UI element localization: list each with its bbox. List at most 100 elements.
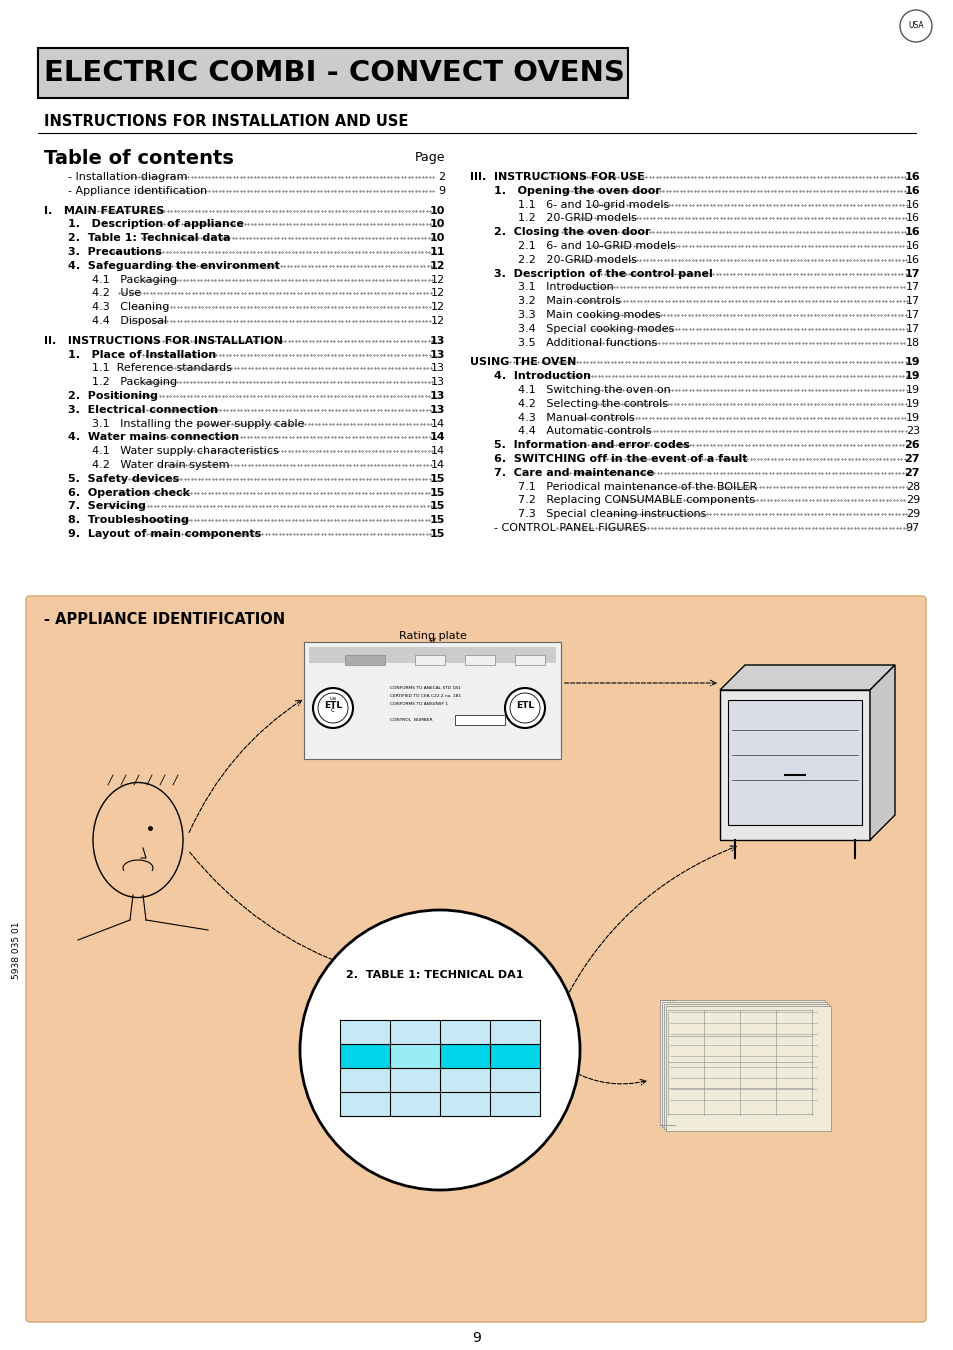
Text: 16: 16: [905, 255, 919, 265]
Text: 18: 18: [905, 338, 919, 347]
Text: 3.1   Installing the power supply cable: 3.1 Installing the power supply cable: [91, 418, 304, 428]
FancyBboxPatch shape: [390, 1044, 439, 1068]
Text: 17: 17: [905, 282, 919, 293]
Polygon shape: [720, 666, 894, 690]
Text: 15: 15: [429, 474, 444, 483]
Text: 26: 26: [903, 440, 919, 450]
Text: Table of contents: Table of contents: [44, 148, 233, 167]
Polygon shape: [869, 666, 894, 840]
Text: 2: 2: [437, 171, 444, 182]
Text: 16: 16: [903, 171, 919, 182]
Text: 4.2   Use: 4.2 Use: [91, 289, 141, 298]
Text: 6.  SWITCHING off in the event of a fault: 6. SWITCHING off in the event of a fault: [494, 454, 747, 464]
Text: 19: 19: [905, 385, 919, 396]
Text: 13: 13: [431, 377, 444, 387]
Text: 1.1   6- and 10-grid models: 1.1 6- and 10-grid models: [517, 200, 669, 209]
Text: 3.  Description of the control panel: 3. Description of the control panel: [494, 269, 712, 278]
Circle shape: [313, 688, 353, 728]
Text: 1.2   Packaging: 1.2 Packaging: [91, 377, 177, 387]
Text: 4.  Introduction: 4. Introduction: [494, 371, 590, 381]
Text: us: us: [329, 695, 336, 701]
Text: 19: 19: [903, 371, 919, 381]
Text: 10: 10: [429, 234, 444, 243]
Text: 13: 13: [429, 405, 444, 414]
Text: 4.2   Selecting the controls: 4.2 Selecting the controls: [517, 398, 667, 409]
Text: 13: 13: [431, 363, 444, 374]
Text: CERTIFIED TO CSA C22.2 no. 181: CERTIFIED TO CSA C22.2 no. 181: [390, 694, 460, 698]
FancyBboxPatch shape: [515, 655, 544, 666]
FancyBboxPatch shape: [663, 1004, 828, 1129]
Text: 4.  Water mains connection: 4. Water mains connection: [68, 432, 239, 443]
Text: 7.  Servicing: 7. Servicing: [68, 501, 146, 512]
Text: 16: 16: [903, 227, 919, 238]
Text: 16: 16: [905, 242, 919, 251]
Text: 17: 17: [905, 324, 919, 333]
Text: 12: 12: [431, 289, 444, 298]
FancyBboxPatch shape: [464, 655, 495, 666]
Circle shape: [504, 688, 544, 728]
Text: 13: 13: [429, 350, 444, 359]
Text: 2.  Closing the oven door: 2. Closing the oven door: [494, 227, 650, 238]
Text: 11: 11: [429, 247, 444, 256]
Text: 5.  Information and error codes: 5. Information and error codes: [494, 440, 689, 450]
Text: 4.3   Manual controls: 4.3 Manual controls: [517, 413, 634, 423]
Text: 97: 97: [904, 522, 919, 533]
Text: 10: 10: [429, 220, 444, 230]
FancyBboxPatch shape: [26, 595, 925, 1322]
Text: 4.4   Automatic controls: 4.4 Automatic controls: [517, 427, 651, 436]
FancyBboxPatch shape: [309, 647, 556, 663]
Text: 17: 17: [905, 310, 919, 320]
Circle shape: [299, 910, 579, 1189]
FancyBboxPatch shape: [304, 643, 560, 759]
FancyBboxPatch shape: [720, 690, 869, 840]
Text: ETL: ETL: [516, 701, 534, 710]
Text: 15: 15: [429, 529, 444, 539]
Text: 15: 15: [429, 487, 444, 498]
Text: 9.  Layout of main components: 9. Layout of main components: [68, 529, 261, 539]
Text: 1.   Description of appliance: 1. Description of appliance: [68, 220, 244, 230]
Text: 5938 035 01: 5938 035 01: [11, 921, 20, 979]
Text: CONTROL  NUMBER: CONTROL NUMBER: [390, 718, 432, 722]
Text: 28: 28: [904, 482, 919, 491]
Text: 7.1   Periodical maintenance of the BOILER: 7.1 Periodical maintenance of the BOILER: [517, 482, 757, 491]
Text: 9: 9: [472, 1331, 481, 1345]
Text: 3.  Precautions: 3. Precautions: [68, 247, 162, 256]
FancyBboxPatch shape: [665, 1006, 830, 1131]
FancyBboxPatch shape: [339, 1044, 539, 1068]
Text: 16: 16: [905, 213, 919, 223]
Text: USA: USA: [907, 22, 923, 31]
Text: III.  INSTRUCTIONS FOR USE: III. INSTRUCTIONS FOR USE: [470, 171, 644, 182]
Text: 5.  Safety devices: 5. Safety devices: [68, 474, 179, 483]
Text: USING THE OVEN: USING THE OVEN: [470, 358, 576, 367]
Text: 2.  TABLE 1: TECHNICAL DA1: 2. TABLE 1: TECHNICAL DA1: [346, 971, 523, 980]
Text: - APPLIANCE IDENTIFICATION: - APPLIANCE IDENTIFICATION: [44, 613, 285, 628]
Text: 16: 16: [905, 200, 919, 209]
Text: 7.3   Special cleaning instructions: 7.3 Special cleaning instructions: [517, 509, 705, 520]
Text: 17: 17: [905, 296, 919, 306]
Text: 4.4   Disposal: 4.4 Disposal: [91, 316, 167, 325]
Text: 4.3   Cleaning: 4.3 Cleaning: [91, 302, 170, 312]
Text: 3.2   Main controls: 3.2 Main controls: [517, 296, 620, 306]
Text: CONFORMS TO ANECAL STD 181: CONFORMS TO ANECAL STD 181: [390, 686, 460, 690]
Text: 17: 17: [903, 269, 919, 278]
Text: 12: 12: [431, 316, 444, 325]
Text: 3.3   Main cooking modes: 3.3 Main cooking modes: [517, 310, 660, 320]
Text: 1.2   20-GRID models: 1.2 20-GRID models: [517, 213, 637, 223]
Text: 4.1   Water supply characteristics: 4.1 Water supply characteristics: [91, 447, 278, 456]
FancyBboxPatch shape: [339, 1021, 539, 1116]
FancyBboxPatch shape: [415, 655, 444, 666]
Text: 12: 12: [429, 261, 444, 271]
Text: 4.1   Switching the oven on: 4.1 Switching the oven on: [517, 385, 670, 396]
Text: 15: 15: [429, 501, 444, 512]
Text: 12: 12: [431, 274, 444, 285]
Text: CONFORMS TO ANSI/NSF 1: CONFORMS TO ANSI/NSF 1: [390, 702, 448, 706]
Text: 14: 14: [431, 447, 444, 456]
Text: 4.  Safeguarding the environment: 4. Safeguarding the environment: [68, 261, 279, 271]
Text: 10: 10: [429, 205, 444, 216]
Text: 16: 16: [903, 186, 919, 196]
Text: Rating plate: Rating plate: [398, 630, 466, 641]
Text: 19: 19: [905, 398, 919, 409]
Text: 3.5   Additional functions: 3.5 Additional functions: [517, 338, 657, 347]
Text: 2.2   20-GRID models: 2.2 20-GRID models: [517, 255, 637, 265]
FancyBboxPatch shape: [345, 655, 385, 666]
